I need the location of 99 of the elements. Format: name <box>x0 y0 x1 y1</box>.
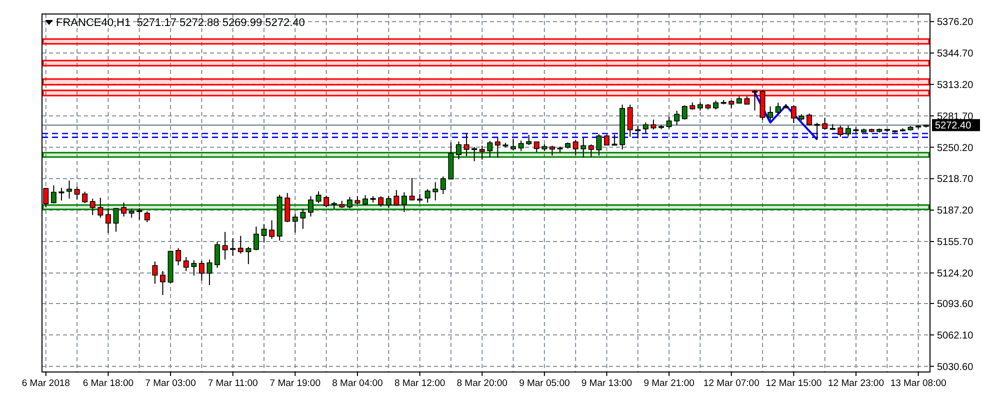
candlestick <box>128 208 134 218</box>
candlestick <box>82 191 88 204</box>
candlestick <box>191 260 197 276</box>
candlestick <box>409 177 415 202</box>
candlestick <box>775 102 781 114</box>
candlestick <box>378 196 384 208</box>
x-tick-label: 12 Mar 15:00 <box>766 378 822 389</box>
candlestick <box>105 208 111 234</box>
candlestick <box>845 125 851 138</box>
x-tick-label: 13 Mar 08:00 <box>890 378 946 389</box>
candlestick <box>549 145 555 156</box>
candlestick <box>144 210 150 223</box>
x-tick-label: 7 Mar 11:00 <box>208 378 258 389</box>
candlestick <box>206 259 212 286</box>
candlestick <box>464 132 470 157</box>
y-tick-label: 5313.20 <box>937 80 974 91</box>
x-tick-label: 9 Mar 13:00 <box>581 378 632 389</box>
candlestick <box>682 104 688 120</box>
candlestick <box>308 196 314 217</box>
candlestick <box>650 119 656 130</box>
x-tick-label: 9 Mar 21:00 <box>644 378 694 389</box>
y-tick-label: 5218.70 <box>937 174 974 186</box>
y-tick-label: 5124.20 <box>937 268 974 280</box>
candlestick <box>214 241 220 268</box>
x-tick-label: 9 Mar 05:00 <box>519 378 570 389</box>
candlestick <box>66 180 72 200</box>
candlestick <box>50 184 56 204</box>
x-tick-label: 8 Mar 12:00 <box>394 378 446 389</box>
candlestick <box>121 202 127 217</box>
candlestick <box>152 260 158 284</box>
candlestick <box>74 186 80 200</box>
x-tick-label: 7 Mar 19:00 <box>270 378 321 389</box>
candlestick <box>160 270 166 296</box>
candlestick <box>316 190 322 204</box>
candlestick <box>494 136 500 158</box>
candlestick <box>768 106 774 122</box>
y-tick-label: 5344.70 <box>937 48 974 60</box>
candlestick <box>222 231 228 260</box>
candlestick <box>526 134 532 146</box>
x-tick-label: 6 Mar 18:00 <box>82 378 134 389</box>
x-tick-label: 12 Mar 23:00 <box>828 378 884 389</box>
candlestick <box>362 194 368 206</box>
candlestick <box>401 192 407 212</box>
chart-title: FRANCE40,H1 5271.17 5272.88 5269.99 5272.40 <box>56 17 305 29</box>
candlestick <box>572 139 578 156</box>
candlestick <box>822 117 828 130</box>
candlestick <box>440 176 446 194</box>
candlestick <box>183 256 189 272</box>
candlestick <box>198 260 204 282</box>
y-tick-label: 5376.20 <box>937 17 974 28</box>
y-tick-label: 5093.60 <box>937 298 974 310</box>
candlestick <box>666 116 672 130</box>
y-tick-label: 5187.20 <box>937 206 974 217</box>
candlestick <box>424 188 430 204</box>
candlestick <box>346 196 352 209</box>
y-tick-label: 5030.60 <box>937 362 974 373</box>
candlestick <box>90 198 96 216</box>
candlestick <box>136 208 142 220</box>
candlestick <box>98 197 104 218</box>
candlestick <box>324 195 330 208</box>
x-tick-label: 8 Mar 04:00 <box>332 378 383 389</box>
candlestick <box>300 208 306 230</box>
x-tick-label: 8 Mar 20:00 <box>456 378 508 389</box>
candlestick <box>838 125 844 138</box>
x-tick-label: 6 Mar 2018 <box>22 378 70 389</box>
candlestick <box>627 104 633 138</box>
candlestick <box>176 248 182 266</box>
x-tick-label: 12 Mar 07:00 <box>703 378 760 389</box>
candlestick <box>518 140 524 152</box>
candlestick <box>580 137 586 158</box>
candlestick <box>284 192 290 223</box>
candlestick <box>253 226 259 251</box>
candlestick <box>456 140 462 160</box>
candlestick <box>790 104 796 124</box>
y-tick-label: 5250.20 <box>937 142 974 154</box>
candlestick <box>230 238 236 256</box>
y-tick-label: 5062.10 <box>937 330 974 342</box>
candlestick <box>269 220 275 240</box>
candlestick <box>479 145 485 160</box>
candlestick <box>674 110 680 126</box>
candlestick <box>394 190 400 206</box>
candlestick <box>238 235 244 254</box>
ref-line-label: 5272.40 <box>935 120 972 132</box>
candlestick <box>604 134 610 146</box>
candlestick <box>588 144 594 158</box>
candlestick <box>432 182 438 201</box>
candlestick <box>596 134 602 156</box>
candlestick <box>113 208 119 232</box>
candlestick <box>386 195 392 208</box>
candlestick <box>510 138 516 151</box>
candlestick <box>292 213 298 234</box>
candlestick <box>806 113 812 126</box>
candlestick <box>58 187 64 202</box>
candlestick <box>642 122 648 134</box>
candlestick <box>246 246 252 265</box>
x-tick-label: 7 Mar 03:00 <box>145 378 196 389</box>
candlestick <box>261 224 267 244</box>
y-tick-label: 5155.70 <box>937 237 974 248</box>
candlestick <box>487 140 493 158</box>
